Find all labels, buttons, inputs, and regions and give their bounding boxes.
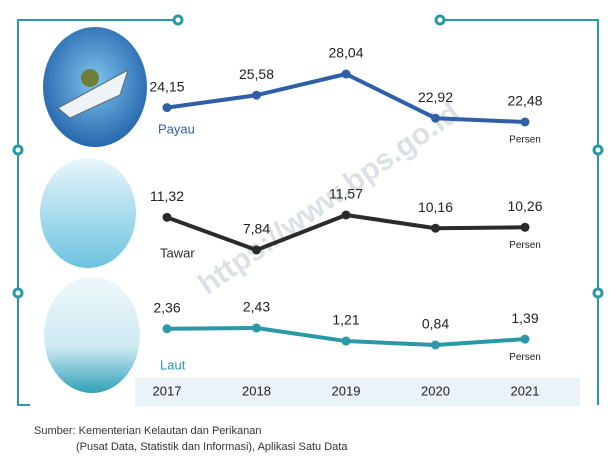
unit-label: Persen [509, 135, 541, 146]
frame [17, 19, 599, 406]
year-band [135, 378, 580, 406]
data-point [162, 103, 172, 113]
unit-label: Persen [509, 352, 541, 363]
data-point [252, 90, 261, 100]
x-tick-label: 2020 [421, 383, 450, 398]
value-label: 24,15 [149, 78, 184, 94]
data-point [431, 113, 440, 123]
laut-illustration [44, 277, 140, 393]
value-label: 11,32 [150, 188, 184, 204]
data-point [341, 69, 351, 79]
value-label: 25,58 [239, 66, 274, 82]
frame-dots [12, 14, 604, 299]
value-label: 7,84 [243, 221, 270, 237]
data-point [162, 212, 172, 222]
source: Sumber: Kementerian Kelautan dan Perikan… [34, 425, 261, 437]
data-point [252, 245, 261, 255]
x-tick-label: 2017 [153, 383, 182, 398]
series-line [166, 213, 526, 252]
value-label: 2,43 [243, 299, 270, 315]
data-point [520, 334, 530, 344]
value-label: 1,39 [511, 310, 538, 326]
series-line [166, 72, 526, 124]
value-label: 0,84 [422, 316, 449, 332]
value-label: 2,36 [153, 299, 180, 315]
payau-illustration [43, 27, 147, 147]
unit-label: Persen [509, 240, 541, 251]
tawar-illustration [40, 158, 136, 268]
data-point [162, 324, 172, 334]
series-name: Payau [158, 121, 195, 136]
data-point [341, 210, 351, 220]
value-label: 11,57 [329, 186, 363, 202]
value-label: 28,04 [328, 45, 363, 61]
x-tick-label: 2021 [511, 383, 540, 398]
data-point [431, 223, 440, 233]
data-point [520, 222, 530, 232]
data-point [341, 336, 351, 346]
data-point [252, 323, 261, 333]
fisher [81, 69, 99, 87]
source: (Pusat Data, Statistik dan Informasi), A… [76, 441, 348, 453]
series-name: Laut [160, 357, 186, 372]
x-tick-label: 2019 [332, 383, 361, 398]
value-label: 10,16 [418, 199, 453, 215]
value-label: 10,26 [507, 198, 542, 214]
data-point [431, 340, 440, 350]
data-point [520, 117, 530, 127]
value-label: 22,48 [507, 93, 542, 109]
value-label: 22,92 [418, 89, 453, 105]
x-tick-label: 2018 [242, 383, 271, 398]
series-name: Tawar [160, 245, 195, 260]
value-label: 1,21 [332, 312, 359, 328]
boat [57, 68, 129, 119]
